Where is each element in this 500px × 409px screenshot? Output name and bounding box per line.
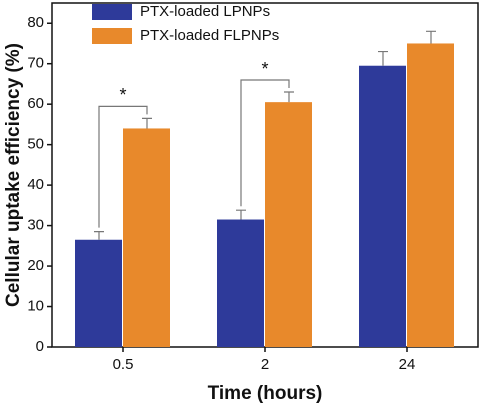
legend-label: PTX-loaded LPNPs	[140, 3, 270, 20]
x-tick-label: 24	[399, 356, 416, 373]
error-bar	[426, 30, 436, 44]
y-tick-label: 10	[27, 297, 44, 314]
bar	[123, 128, 170, 347]
legend-swatch	[92, 28, 132, 44]
y-tick-label: 40	[27, 176, 44, 193]
y-tick-label: 20	[27, 257, 44, 274]
significance-label: *	[261, 59, 268, 79]
x-tick-label: 2	[261, 356, 269, 373]
bar	[75, 239, 122, 347]
error-bar	[94, 231, 104, 240]
y-tick-label: 70	[27, 55, 44, 72]
y-tick-label: 60	[27, 95, 44, 112]
y-axis-title: Cellular uptake efficiency (%)	[3, 43, 24, 307]
significance-label: *	[119, 85, 126, 105]
y-tick-label: 80	[27, 14, 44, 31]
x-tick-label: 0.5	[113, 356, 134, 373]
bar	[359, 65, 406, 348]
y-tick-label: 50	[27, 136, 44, 153]
y-tick-label: 30	[27, 217, 44, 234]
bar	[265, 102, 312, 347]
error-bar	[142, 117, 152, 129]
legend-label: PTX-loaded FLPNPs	[140, 27, 279, 44]
error-bar	[236, 209, 246, 220]
bar	[407, 43, 454, 348]
bar	[217, 219, 264, 347]
legend-swatch	[92, 4, 132, 20]
error-bar	[284, 91, 294, 103]
y-tick-label: 0	[36, 338, 44, 355]
error-bar	[378, 50, 388, 66]
x-axis-title: Time (hours)	[208, 383, 323, 404]
significance-bracket	[240, 79, 290, 207]
significance-bracket	[98, 105, 148, 228]
